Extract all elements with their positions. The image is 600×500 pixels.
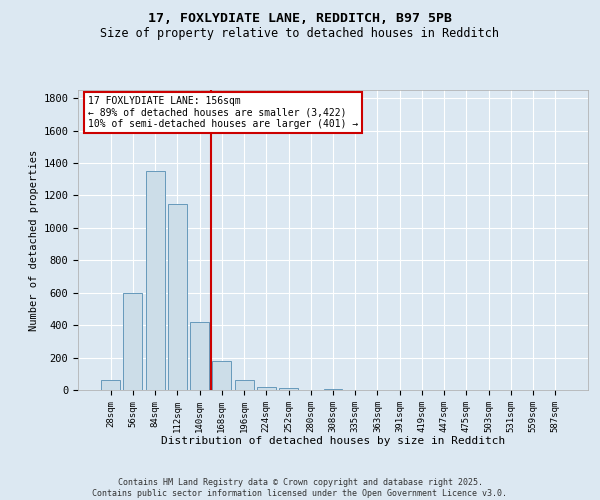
Bar xyxy=(168,204,187,390)
Bar xyxy=(190,322,209,390)
Bar xyxy=(212,361,231,390)
Bar xyxy=(235,380,254,390)
Text: 17 FOXLYDIATE LANE: 156sqm
← 89% of detached houses are smaller (3,422)
10% of s: 17 FOXLYDIATE LANE: 156sqm ← 89% of deta… xyxy=(88,96,358,129)
Text: Contains HM Land Registry data © Crown copyright and database right 2025.
Contai: Contains HM Land Registry data © Crown c… xyxy=(92,478,508,498)
Bar xyxy=(279,388,298,390)
Text: 17, FOXLYDIATE LANE, REDDITCH, B97 5PB: 17, FOXLYDIATE LANE, REDDITCH, B97 5PB xyxy=(148,12,452,26)
Bar xyxy=(257,387,276,390)
Y-axis label: Number of detached properties: Number of detached properties xyxy=(29,150,39,330)
Bar xyxy=(124,292,142,390)
Bar xyxy=(146,171,164,390)
Bar xyxy=(323,389,343,390)
Bar xyxy=(101,380,120,390)
Text: Size of property relative to detached houses in Redditch: Size of property relative to detached ho… xyxy=(101,28,499,40)
X-axis label: Distribution of detached houses by size in Redditch: Distribution of detached houses by size … xyxy=(161,436,505,446)
